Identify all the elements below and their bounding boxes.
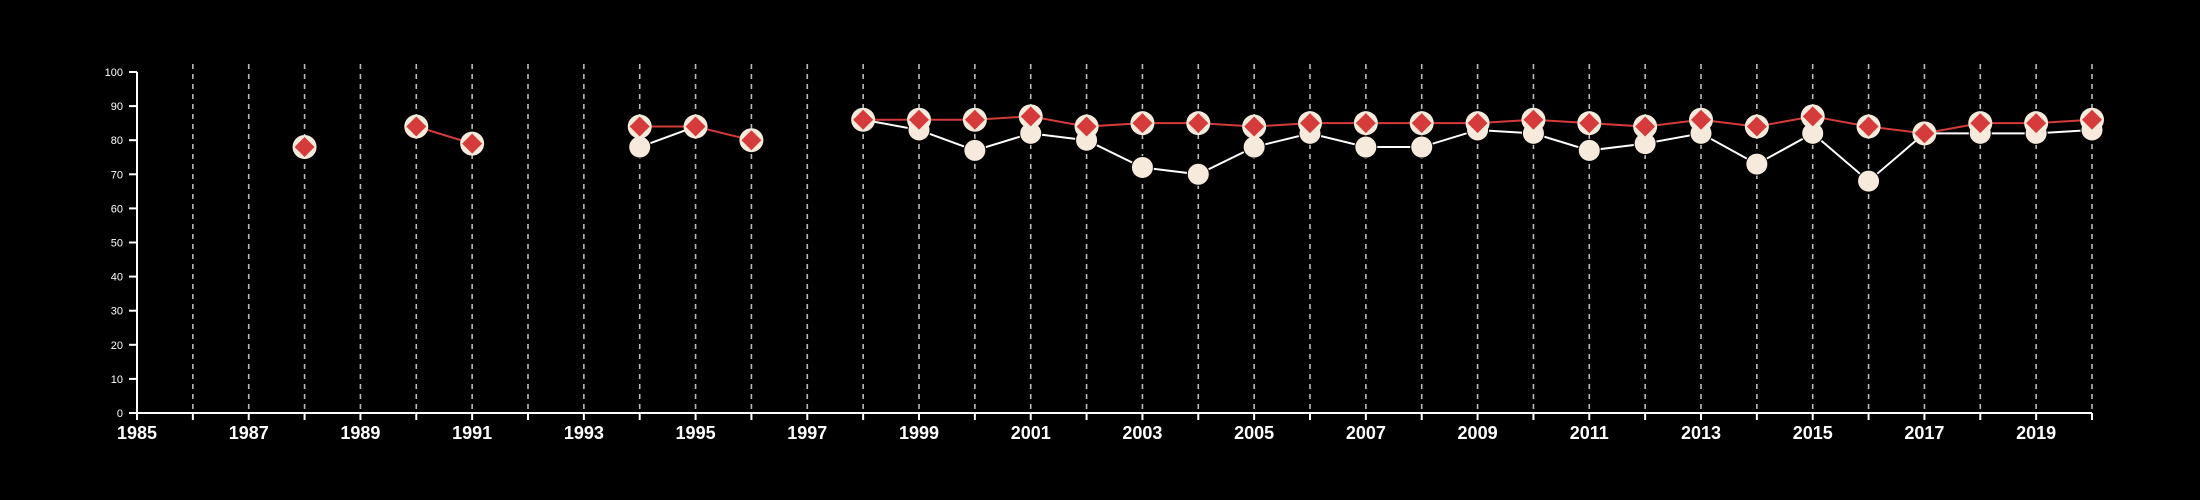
x-tick-label: 1993 (564, 423, 604, 443)
circle-point (1745, 152, 1769, 176)
diamond-point (1579, 113, 1600, 134)
diamond-point (1244, 116, 1265, 137)
diamond-point (1970, 113, 1991, 134)
x-tick-label: 1999 (899, 423, 939, 443)
diamond-point (1914, 123, 1935, 144)
diamond-point (1858, 116, 1879, 137)
diamond-point (1300, 113, 1320, 134)
circle-point (1130, 155, 1154, 179)
diamond-point (462, 133, 483, 154)
y-tick-label: 40 (111, 272, 123, 284)
diamond-point (1076, 116, 1097, 137)
diamond-point (1746, 116, 1767, 137)
x-tick-label: 2019 (2016, 423, 2056, 443)
circle-point (1186, 162, 1210, 186)
circle-point (1410, 135, 1434, 159)
x-tick-label: 1985 (117, 423, 157, 443)
diamond-point (1132, 113, 1153, 134)
x-tick-label: 2005 (1234, 423, 1274, 443)
circle-point (1242, 135, 1266, 159)
diamond-point (1020, 106, 1041, 127)
diamond-point (1802, 106, 1823, 127)
diamond-point (1188, 113, 1209, 134)
y-tick-label: 20 (111, 340, 123, 352)
diamond-point (294, 137, 315, 158)
diamond-point (1635, 116, 1656, 137)
x-tick-label: 1989 (340, 423, 380, 443)
diamond-point (2026, 113, 2047, 134)
y-tick-label: 80 (111, 135, 123, 147)
y-tick-label: 10 (111, 374, 123, 386)
y-tick-label: 70 (111, 169, 123, 181)
diamond-point (406, 116, 427, 137)
x-tick-label: 2009 (1458, 423, 1498, 443)
circle-point (628, 135, 652, 159)
x-tick-label: 2013 (1681, 423, 1721, 443)
circle-point (1857, 169, 1881, 193)
vertical-grid (192, 64, 2093, 413)
y-tick-label: 60 (111, 203, 123, 215)
y-tick-label: 100 (105, 67, 123, 79)
x-tick-label: 2011 (1570, 423, 1609, 443)
diamond-point (2082, 109, 2102, 130)
y-tick-label: 90 (111, 101, 123, 113)
diamond-point (685, 116, 706, 137)
diamond-point (741, 130, 762, 151)
x-tick-label: 2001 (1011, 423, 1051, 443)
x-tick-label: 2007 (1346, 423, 1386, 443)
x-tick-label: 2003 (1122, 423, 1162, 443)
diamond-point (629, 116, 650, 137)
x-tick-label: 2017 (1904, 423, 1944, 443)
circle-point (1577, 138, 1601, 162)
diamond-point (1691, 109, 1711, 130)
x-tick-label: 1987 (229, 423, 269, 443)
x-tick-label: 2015 (1793, 423, 1833, 443)
y-tick-label: 50 (111, 238, 123, 250)
diamond-point (853, 109, 874, 130)
x-tick-label: 1995 (676, 423, 716, 443)
circle-point (963, 138, 987, 162)
diamond-point (964, 109, 985, 130)
y-tick-label: 30 (111, 306, 123, 318)
diamond-point (1411, 113, 1432, 134)
diamond-point (909, 109, 929, 130)
series-diamond (292, 104, 2104, 160)
diamond-point (1355, 113, 1376, 134)
x-tick-label: 1991 (452, 423, 492, 443)
diamond-point (1467, 113, 1488, 134)
circle-point (1354, 135, 1378, 159)
diamond-point (1523, 109, 1544, 130)
y-tick-label: 0 (117, 408, 123, 420)
x-tick-label: 1997 (787, 423, 827, 443)
